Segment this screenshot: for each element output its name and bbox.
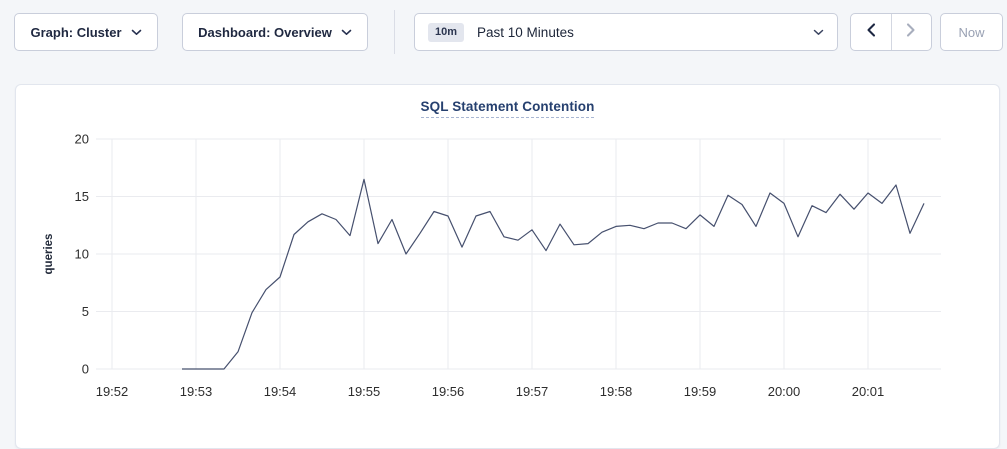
chart-panel: SQL Statement Contention 0 5 10 15 20 19:52 19… <box>15 84 1000 449</box>
x-tick-label: 19:58 <box>600 384 633 399</box>
y-tick-label: 0 <box>82 362 89 377</box>
y-tick-label: 10 <box>75 247 89 262</box>
x-tick-label: 19:53 <box>180 384 213 399</box>
time-shift-button-group <box>850 13 932 51</box>
chart-title-row: SQL Statement Contention <box>16 98 999 118</box>
x-tick-label: 19:52 <box>96 384 129 399</box>
metrics-page: Graph: Cluster Dashboard: Overview 10m P… <box>14 10 1003 449</box>
x-tick-label: 20:01 <box>852 384 885 399</box>
chevron-down-icon <box>813 29 824 36</box>
chevron-down-icon <box>131 29 142 36</box>
chart-title[interactable]: SQL Statement Contention <box>420 99 595 118</box>
series-line <box>182 178 925 370</box>
time-range-dropdown[interactable]: 10m Past 10 Minutes <box>414 13 838 51</box>
graph-scope-dropdown-label: Graph: Cluster <box>30 24 122 40</box>
x-tick-label: 19:56 <box>432 384 465 399</box>
chevron-right-icon <box>906 22 916 42</box>
time-range-badge: 10m <box>428 22 465 42</box>
y-tick-label: 20 <box>75 132 89 147</box>
sql-statement-contention-chart[interactable]: 0 5 10 15 20 19:52 19:53 19:54 19:55 19:56 19:57 19… <box>16 85 1001 430</box>
previous-time-range-button[interactable] <box>851 14 892 50</box>
x-tick-label: 19:54 <box>264 384 297 399</box>
dashboard-dropdown-label: Dashboard: Overview <box>198 24 332 40</box>
next-time-range-button[interactable] <box>892 14 932 50</box>
graph-scope-dropdown[interactable]: Graph: Cluster <box>14 13 158 51</box>
y-axis-label: queries <box>43 234 55 275</box>
x-tick-label: 19:55 <box>348 384 381 399</box>
x-tick-label: 19:59 <box>684 384 717 399</box>
toolbar-divider <box>394 10 395 54</box>
chevron-down-icon <box>341 29 352 36</box>
x-tick-label: 19:57 <box>516 384 549 399</box>
y-tick-label: 5 <box>82 304 89 319</box>
y-tick-label: 15 <box>75 189 89 204</box>
dashboard-dropdown[interactable]: Dashboard: Overview <box>182 13 368 51</box>
time-range-label: Past 10 Minutes <box>477 24 574 40</box>
now-button[interactable]: Now <box>940 13 1003 51</box>
chevron-left-icon <box>866 22 876 42</box>
x-tick-label: 20:00 <box>768 384 801 399</box>
